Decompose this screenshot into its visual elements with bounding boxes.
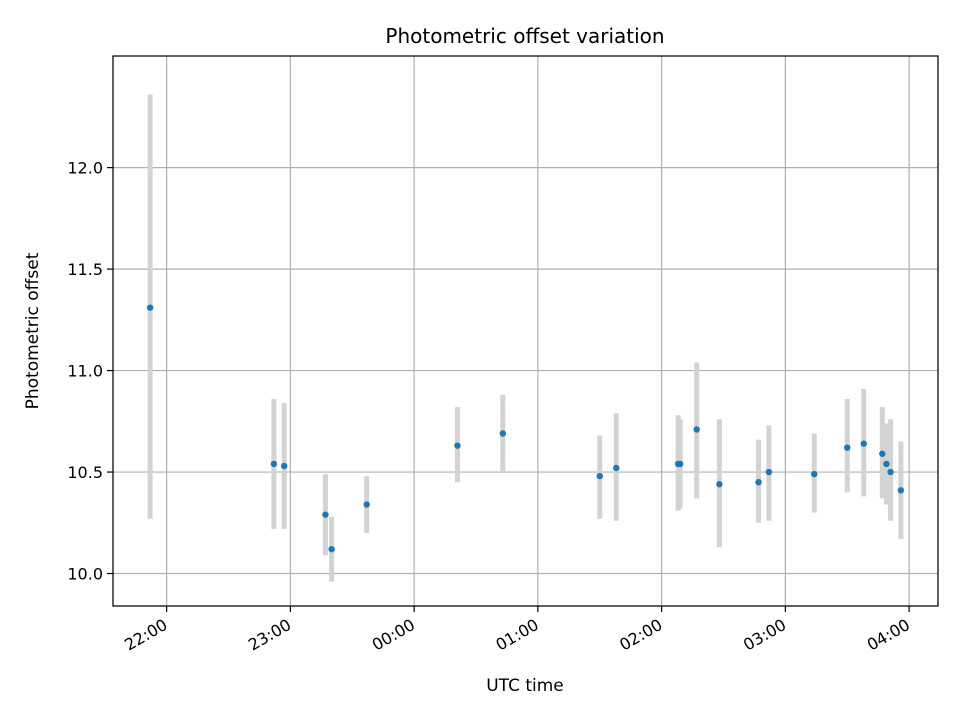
chart-title: Photometric offset variation — [385, 24, 664, 48]
data-point — [499, 430, 507, 437]
data-point — [887, 468, 894, 476]
data-point — [844, 444, 851, 451]
data-point — [883, 460, 890, 468]
data-point — [328, 545, 335, 553]
point-layer — [146, 304, 905, 553]
data-point — [897, 487, 905, 494]
data-point — [322, 511, 329, 518]
data-point — [755, 478, 762, 486]
data-point — [454, 442, 461, 449]
plot-frame — [112, 55, 939, 607]
y-tick-label: 10.5 — [67, 463, 103, 482]
data-point — [596, 472, 603, 480]
y-axis-label: Photometric offset — [23, 252, 43, 409]
data-point — [676, 460, 684, 468]
data-point — [765, 468, 773, 476]
data-point — [693, 426, 700, 433]
data-point — [270, 460, 278, 468]
data-point — [146, 304, 154, 311]
y-tick-label: 10.0 — [67, 565, 103, 584]
y-tick-label: 11.5 — [67, 260, 103, 279]
y-tick-label: 12.0 — [67, 159, 103, 178]
data-point — [280, 462, 288, 470]
data-point — [879, 450, 886, 457]
data-point — [811, 470, 818, 478]
data-point — [613, 464, 620, 472]
data-point — [860, 440, 867, 447]
y-tick-label: 11.0 — [67, 362, 103, 381]
data-point — [363, 501, 370, 508]
x-axis-label: UTC time — [486, 676, 564, 696]
data-point — [716, 481, 723, 488]
grid-layer — [113, 56, 938, 606]
